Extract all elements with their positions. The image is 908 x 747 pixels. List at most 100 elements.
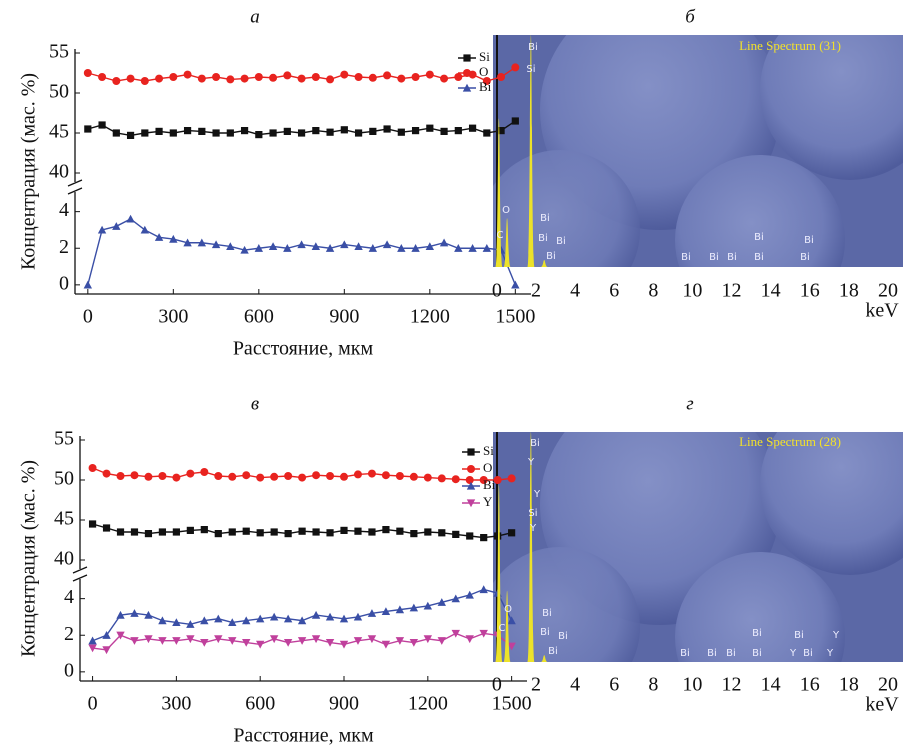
peak-label: Bi [707,648,717,659]
marker [482,244,492,252]
marker [326,128,334,136]
marker [141,129,149,137]
marker [212,73,221,81]
marker [256,529,264,537]
marker [423,635,433,644]
marker [200,468,209,476]
x-tick-label: 1500 [495,306,535,328]
marker [494,532,502,540]
panel-title: в [251,393,259,414]
marker [283,638,293,647]
sem-image [493,35,903,267]
marker [172,618,181,627]
x-tick-label: 0 [492,280,502,302]
legend-label: Si [479,49,490,64]
marker [340,526,348,534]
marker [466,532,474,540]
marker [381,640,391,649]
marker [242,638,251,647]
marker [395,605,405,614]
x-tick-label: 14 [761,674,781,696]
marker [197,74,206,83]
marker [297,637,307,645]
x-tick-label: 900 [329,306,359,328]
marker [198,127,206,135]
peak-label: Bi [800,252,810,263]
marker [437,598,446,606]
peak-label: Bi [538,233,548,244]
x-tick-label: 0 [492,674,502,696]
y-tick-label: 0 [64,659,74,681]
marker [102,646,111,655]
marker [88,464,97,472]
marker [396,527,404,535]
marker [326,529,334,537]
x-tick-label: 12 [722,280,742,302]
peak-label: O [504,604,512,615]
y-tick-label: 55 [49,41,69,63]
marker [497,127,505,135]
y-tick-label: 55 [54,428,74,450]
marker [242,616,251,625]
x-tick-label: 8 [648,674,658,696]
marker [226,75,235,84]
marker [439,238,449,247]
x-tick-label: 6 [609,280,619,302]
marker [228,472,237,481]
spectrum-peak [527,432,535,662]
panel-title: а [250,6,260,27]
y-tick-label: 40 [49,161,69,183]
marker [368,244,378,252]
x-tick-label: 0 [83,306,93,328]
marker [116,631,125,640]
x-axis-label: Расстояние, мкм [233,338,374,360]
marker [172,637,181,645]
marker [255,640,265,649]
marker [340,472,349,481]
marker [367,469,376,478]
peak-label: O [502,205,510,216]
marker [211,240,221,249]
marker [424,528,432,536]
marker [511,63,520,72]
marker [339,640,349,649]
marker [311,635,321,644]
marker [493,476,502,484]
marker [339,614,349,623]
marker [325,244,335,252]
marker [298,527,306,535]
x-tick-label: 20 [878,280,898,302]
marker [463,69,471,77]
marker [369,127,377,135]
peak-label: Bi [752,648,762,659]
series-line [92,588,513,642]
marker [255,614,265,623]
marker [395,472,404,480]
peak-label: Bi [542,608,552,619]
marker [367,635,377,644]
marker [254,73,263,81]
marker [508,529,516,537]
x-tick-label: 6 [609,674,619,696]
marker [112,129,120,137]
marker [297,240,306,249]
marker [354,73,363,81]
marker [353,637,363,645]
peak-label: Bi [530,438,540,449]
marker [511,280,520,289]
marker [200,526,208,534]
peak-label: Y [826,648,834,659]
peak-label: Bi [752,628,762,639]
x-tick-label: 18 [839,674,859,696]
marker [228,618,237,627]
peak-label: Bi [754,252,764,263]
peak-label: Y [789,648,797,659]
marker [83,69,92,77]
legend-label: Bi [479,79,492,94]
marker [326,75,335,84]
spectrum-annotation: Line Spectrum (31) [739,38,841,53]
marker [465,590,474,599]
marker [479,629,488,638]
peak-label: Bi [540,213,550,224]
marker [463,54,471,62]
